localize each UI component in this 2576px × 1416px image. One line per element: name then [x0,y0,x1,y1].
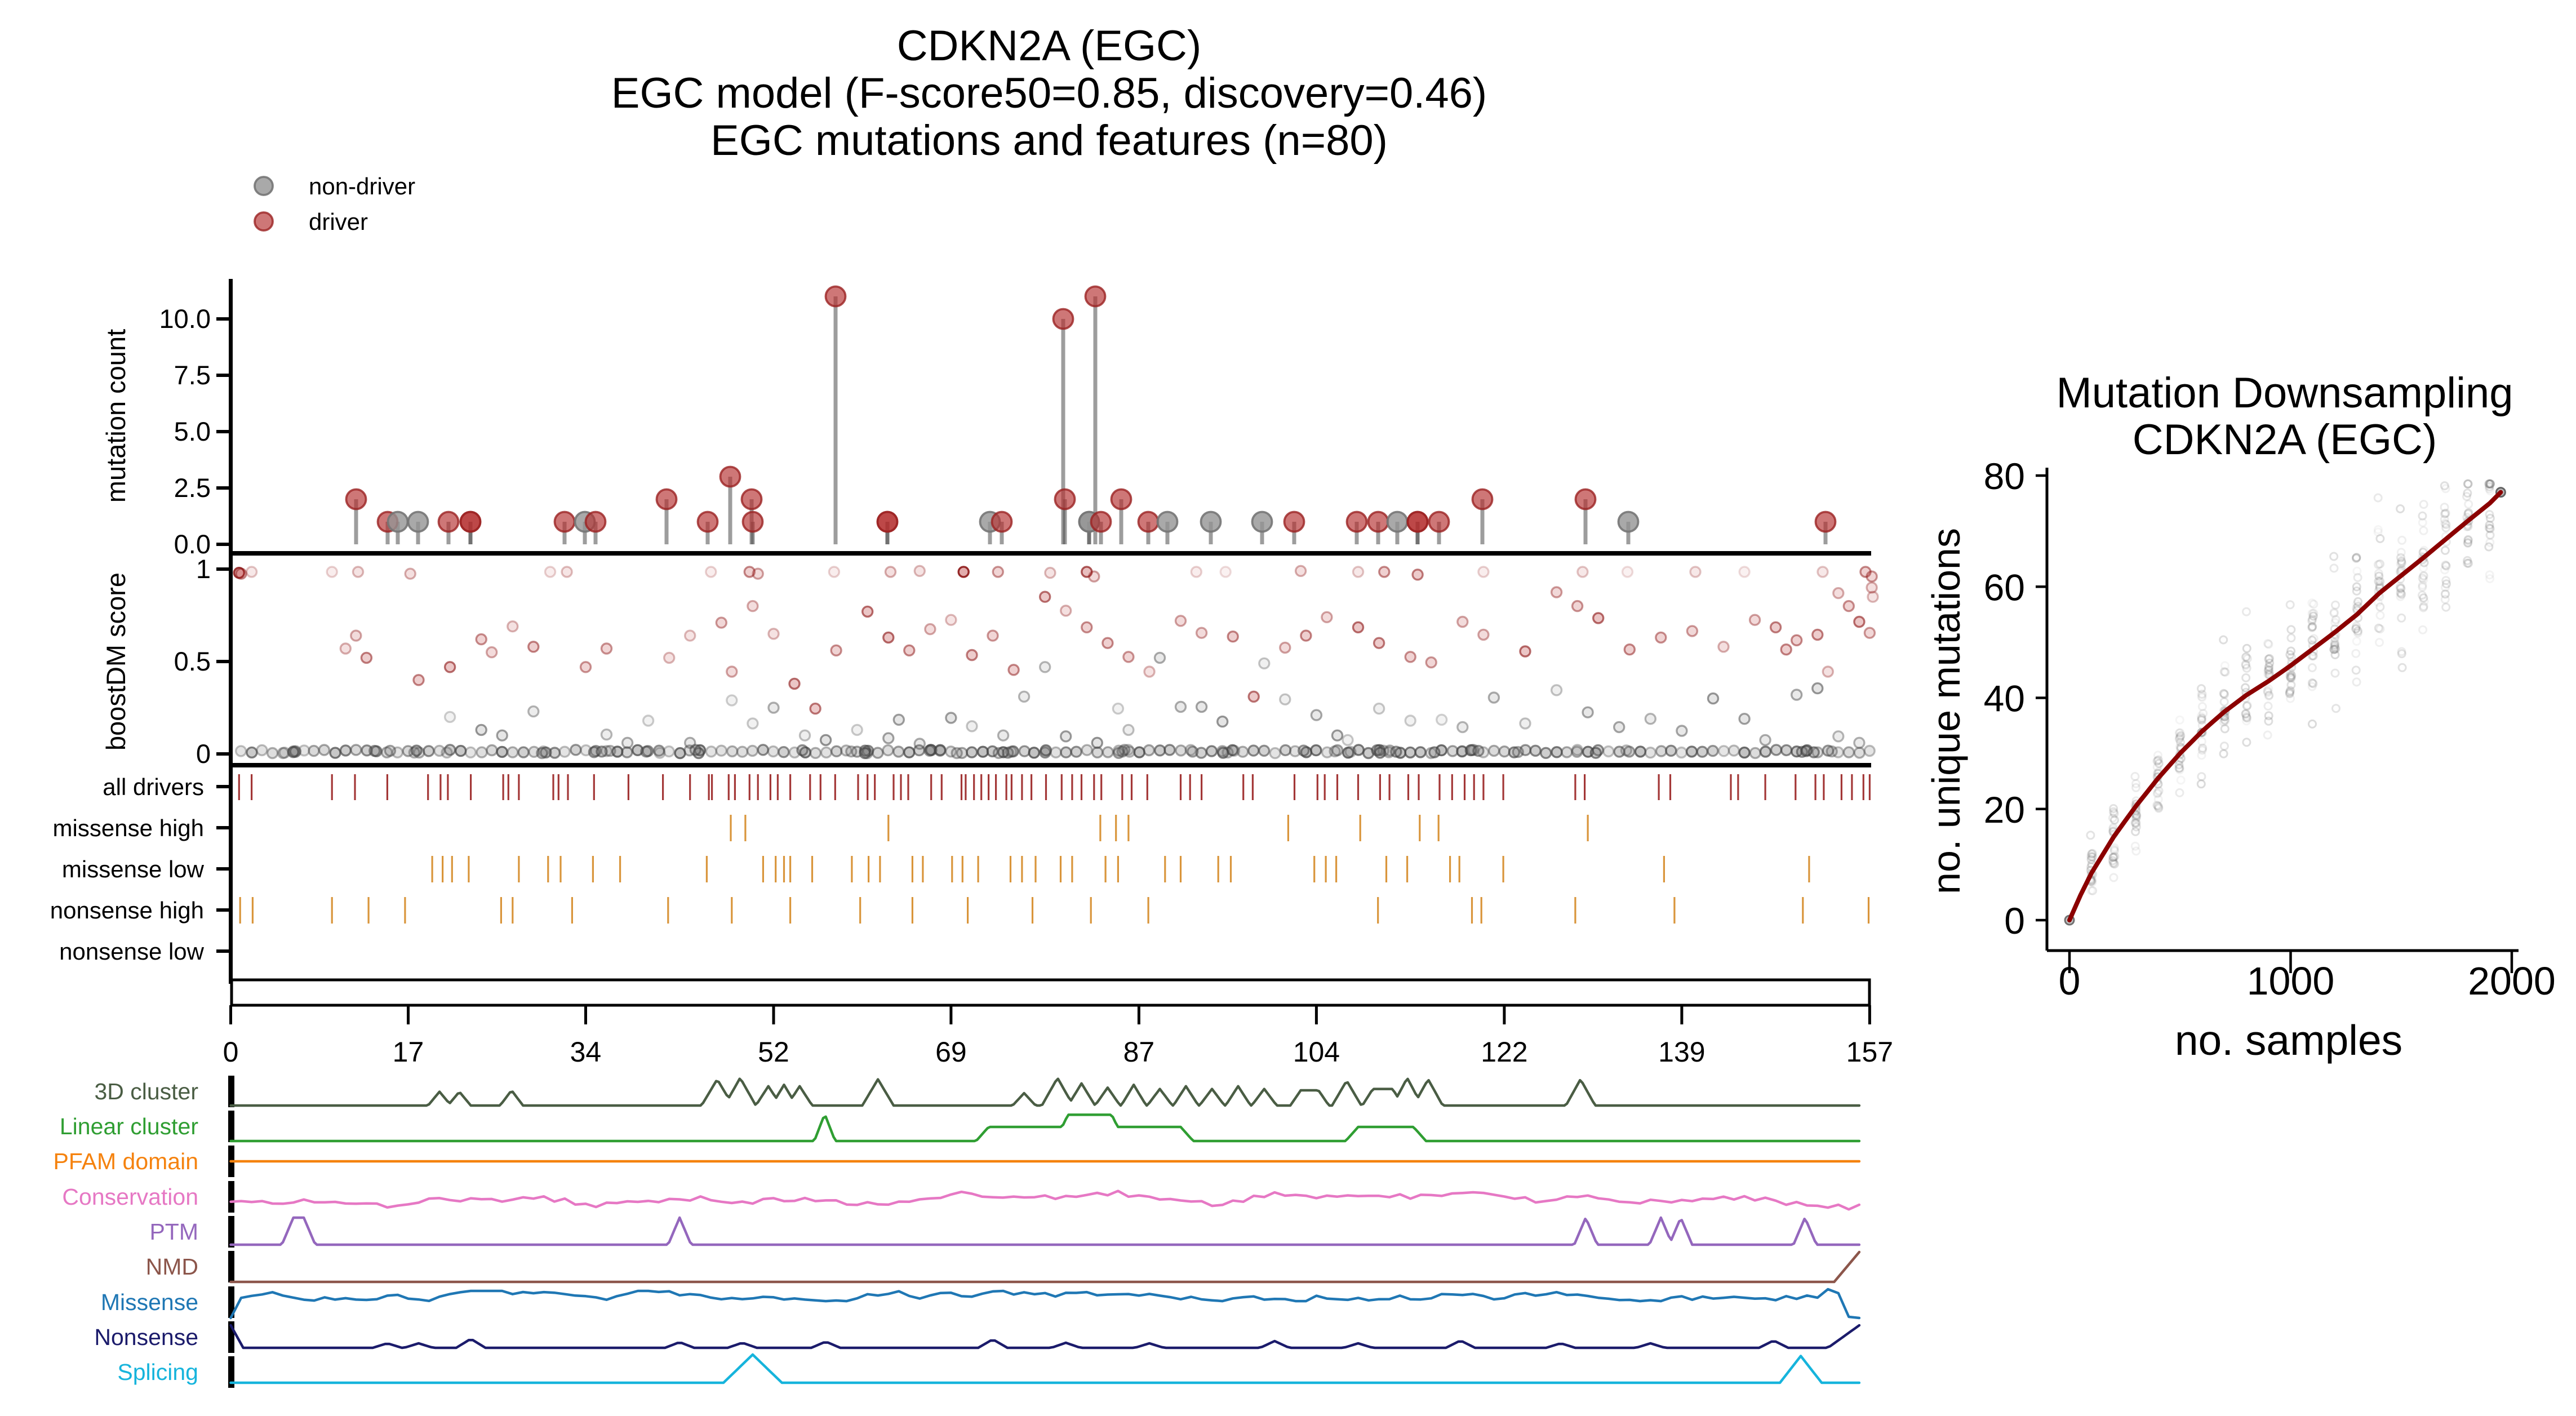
svg-text:no. samples: no. samples [2175,1016,2402,1064]
svg-text:0.5: 0.5 [174,646,211,676]
svg-text:Missense: Missense [101,1289,198,1315]
svg-text:60: 60 [1984,566,2025,608]
svg-text:52: 52 [758,1036,789,1068]
svg-text:Splicing: Splicing [117,1359,198,1385]
svg-text:1000: 1000 [2247,959,2335,1003]
svg-text:1: 1 [196,554,211,584]
svg-text:0: 0 [2004,900,2025,942]
svg-text:40: 40 [1984,678,2025,720]
svg-text:missense low: missense low [62,856,205,882]
svg-text:157: 157 [1846,1036,1893,1068]
svg-text:20: 20 [1984,789,2025,831]
svg-text:122: 122 [1481,1036,1527,1068]
svg-text:5.0: 5.0 [174,416,211,446]
svg-text:non-driver: non-driver [309,173,415,199]
svg-text:0: 0 [196,739,211,769]
svg-text:104: 104 [1293,1036,1340,1068]
svg-text:boostDM score: boostDM score [101,572,131,751]
svg-text:3D cluster: 3D cluster [94,1078,198,1104]
svg-text:Nonsense: Nonsense [94,1324,198,1350]
svg-text:nonsense high: nonsense high [50,897,204,924]
svg-text:mutation count: mutation count [101,329,131,503]
svg-text:CDKN2A (EGC): CDKN2A (EGC) [2133,416,2437,464]
svg-text:7.5: 7.5 [174,360,211,390]
svg-text:80: 80 [1984,455,2025,497]
svg-text:PTM: PTM [149,1219,198,1245]
svg-text:2000: 2000 [2468,959,2556,1003]
svg-text:Mutation Downsampling: Mutation Downsampling [2056,369,2513,417]
svg-text:all drivers: all drivers [103,774,204,800]
svg-text:EGC mutations and features (n=: EGC mutations and features (n=80) [710,117,1388,165]
svg-text:34: 34 [570,1036,602,1068]
svg-text:NMD: NMD [146,1254,198,1280]
svg-text:10.0: 10.0 [159,304,211,334]
svg-text:2.5: 2.5 [174,473,211,503]
svg-text:Linear cluster: Linear cluster [60,1113,198,1139]
svg-text:0: 0 [223,1036,239,1068]
svg-text:0.0: 0.0 [174,529,211,559]
svg-text:CDKN2A (EGC): CDKN2A (EGC) [897,22,1202,70]
svg-text:87: 87 [1123,1036,1155,1068]
svg-text:0: 0 [2059,959,2081,1003]
svg-text:driver: driver [309,208,368,235]
svg-text:69: 69 [935,1036,967,1068]
svg-text:no. unique mutations: no. unique mutations [1924,528,1968,894]
svg-text:EGC model (F-score50=0.85, dis: EGC model (F-score50=0.85, discovery=0.4… [611,69,1487,117]
svg-text:139: 139 [1658,1036,1705,1068]
svg-text:missense high: missense high [53,815,204,841]
svg-text:17: 17 [393,1036,424,1068]
svg-text:nonsense low: nonsense low [59,938,205,965]
svg-text:Conservation: Conservation [62,1184,198,1210]
svg-text:PFAM domain: PFAM domain [54,1148,199,1174]
